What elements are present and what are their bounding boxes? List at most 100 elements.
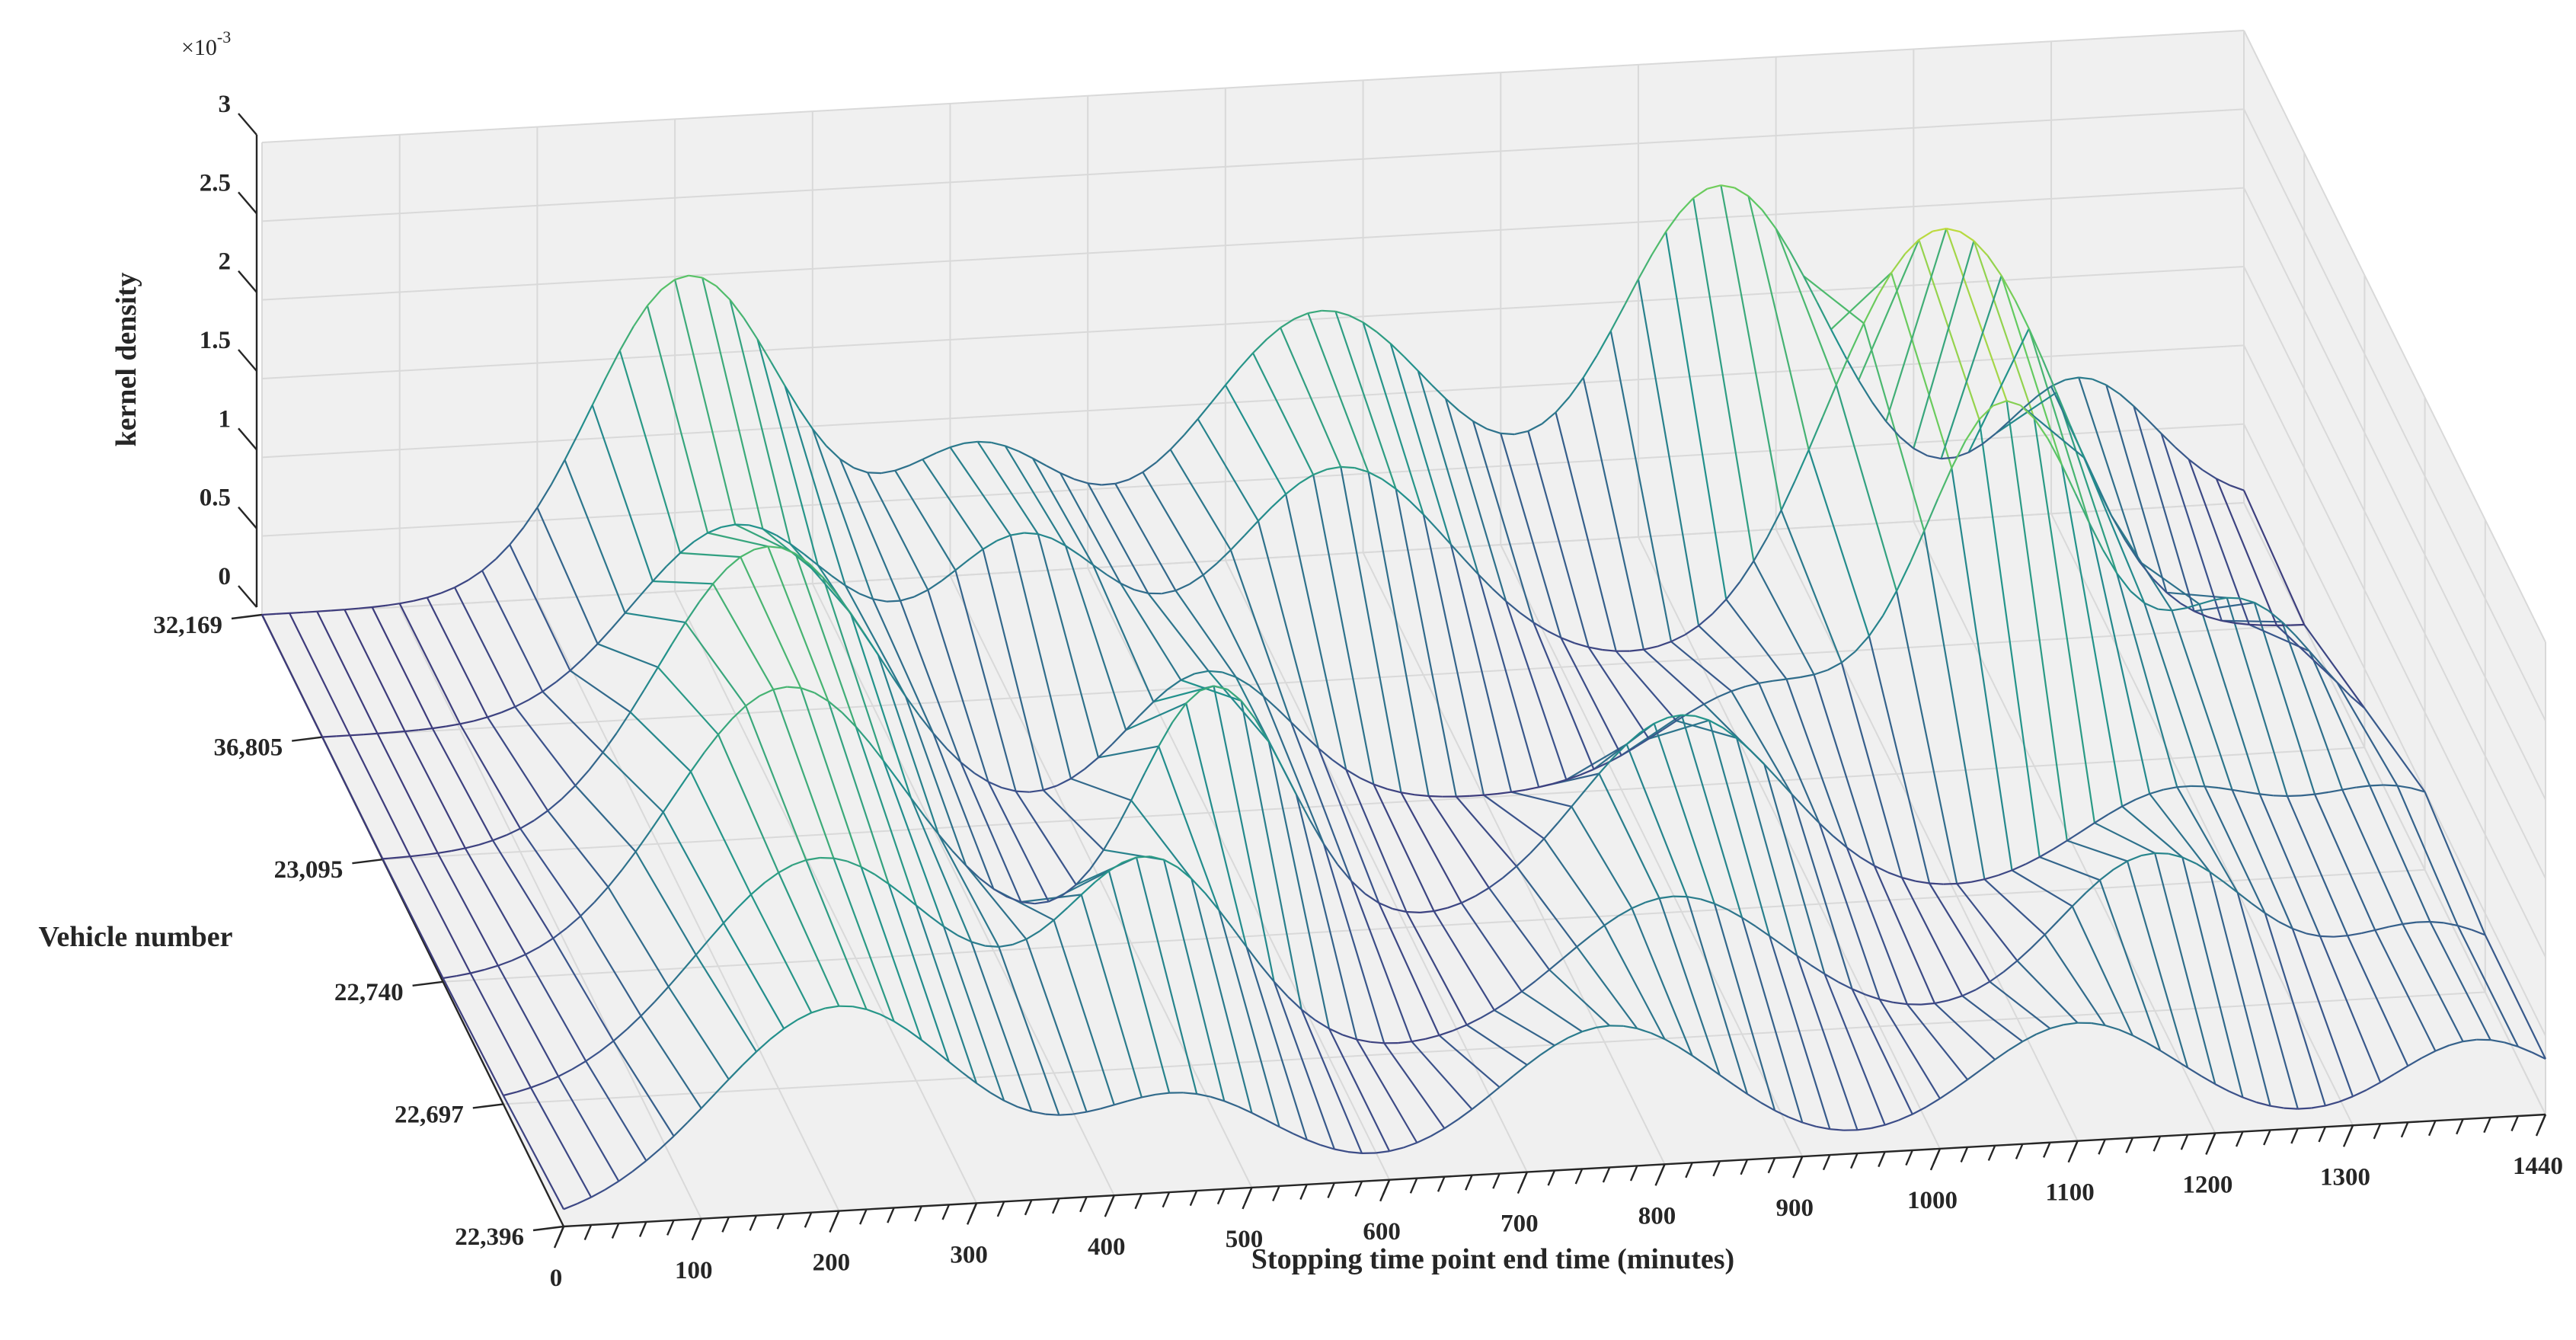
series-curve-2 (1800, 673, 1814, 679)
mesh-rib (1780, 510, 1843, 664)
series-curve-1 (1863, 296, 1878, 324)
mesh-rib (398, 603, 461, 724)
x-major-tick (966, 1202, 978, 1225)
series-curve-3 (1034, 900, 1049, 905)
series-curve-0 (1788, 250, 1804, 277)
x-major-tick (2342, 1124, 2354, 1147)
mesh-rib (2133, 405, 2195, 612)
mesh-rib (547, 810, 609, 887)
series-curve-0 (964, 440, 978, 444)
series-curve-0 (1927, 455, 1942, 460)
series-curve-2 (423, 852, 438, 856)
mesh-rib (784, 385, 846, 586)
series-curve-3 (1695, 715, 1710, 721)
series-curve-5 (1196, 1092, 1211, 1098)
mesh-rib (1643, 648, 1705, 705)
series-curve-4 (1714, 903, 1729, 911)
series-curve-5 (1637, 1028, 1651, 1035)
series-curve-1 (1629, 648, 1644, 652)
series-curve-4 (1039, 919, 1055, 932)
series-curve-1 (982, 539, 998, 550)
mesh-rib (1438, 1035, 1501, 1089)
series-curve-4 (1245, 946, 1261, 966)
series-curve-4 (503, 1091, 518, 1097)
series-curve-0 (991, 441, 1006, 447)
series-curve-1 (1162, 590, 1176, 595)
series-curve-1 (721, 523, 736, 528)
x-minor-tick (1905, 1150, 1913, 1166)
series-curve-1 (1890, 253, 1906, 273)
mesh-rib (2309, 651, 2371, 786)
series-curve-0 (2119, 393, 2135, 408)
series-curve-4 (571, 1060, 586, 1070)
series-curve-5 (2379, 1073, 2395, 1083)
y-tick-label: 32,169 (153, 612, 222, 639)
x-minor-tick (2456, 1118, 2464, 1135)
series-curve-2 (410, 854, 424, 858)
series-curve-0 (1582, 355, 1598, 379)
series-curve-3 (1667, 714, 1682, 718)
series-curve-4 (985, 945, 999, 948)
mesh-rib (2000, 275, 2063, 465)
mesh-rib (1527, 430, 1590, 648)
mesh-rib (1444, 398, 1507, 602)
series-curve-4 (888, 883, 903, 895)
mesh-rib (1923, 530, 1986, 880)
series-curve-5 (1760, 1102, 1775, 1111)
series-curve-1 (1946, 227, 1961, 233)
mesh-rib (1229, 549, 1293, 723)
series-curve-4 (1053, 907, 1069, 921)
floor-pane (262, 503, 2546, 1226)
mesh-rib (1571, 806, 1633, 909)
series-curve-3 (2314, 791, 2329, 795)
x-minor-tick (1189, 1190, 1198, 1207)
x-tick-label: 800 (1638, 1202, 1676, 1230)
series-curve-0 (743, 317, 759, 340)
series-curve-0 (1032, 457, 1047, 467)
series-curve-0 (1142, 461, 1158, 473)
series-curve-1 (2069, 424, 2085, 459)
series-curve-4 (2457, 924, 2472, 931)
mesh-rib (2071, 906, 2133, 1036)
mesh-rib (344, 609, 406, 732)
back-wall-z-grid (261, 344, 2245, 459)
series-curve-4 (2085, 879, 2101, 894)
mesh-rib (1280, 327, 1342, 468)
series-curve-4 (1356, 1038, 1371, 1043)
series-curve-5 (1251, 1111, 1266, 1121)
mesh-rib (1890, 272, 1953, 469)
series-curve-1 (1341, 465, 1355, 469)
series-curve-4 (1700, 898, 1715, 905)
series-curve-4 (874, 874, 890, 885)
series-curve-5 (1871, 1124, 1885, 1130)
mesh-rib (1830, 272, 1892, 331)
mesh-rib (1059, 472, 1122, 584)
series-curve-3 (1378, 902, 1393, 910)
series-curve-2 (1111, 729, 1127, 745)
series-curve-4 (1934, 999, 1949, 1005)
mesh-rib (652, 580, 714, 585)
mesh-rib (2291, 928, 2354, 1097)
series-curve-2 (712, 568, 727, 585)
series-curve-0 (2037, 385, 2052, 397)
series-curve-5 (989, 1092, 1005, 1102)
series-curve-3 (1420, 910, 1434, 913)
series-curve-0 (1968, 443, 1983, 453)
z-tick-label: 0.5 (200, 485, 231, 512)
x-tick-label: 0 (550, 1265, 563, 1292)
x-minor-tick (1547, 1170, 1556, 1186)
series-curve-1 (1588, 646, 1603, 651)
series-curve-5 (976, 1083, 991, 1094)
series-curve-2 (2172, 607, 2186, 612)
series-curve-5 (1293, 1133, 1308, 1141)
series-curve-5 (1210, 1095, 1225, 1102)
series-curve-5 (1279, 1126, 1294, 1135)
series-curve-2 (1139, 701, 1155, 717)
y-major-tick (292, 736, 323, 742)
x-major-tick (553, 1226, 565, 1249)
x-tick-label: 1200 (2182, 1172, 2232, 1199)
mesh-rib (1796, 955, 1858, 1131)
series-curve-1 (1932, 227, 1947, 232)
series-curve-5 (1526, 1054, 1542, 1066)
series-curve-3 (2300, 793, 2316, 797)
